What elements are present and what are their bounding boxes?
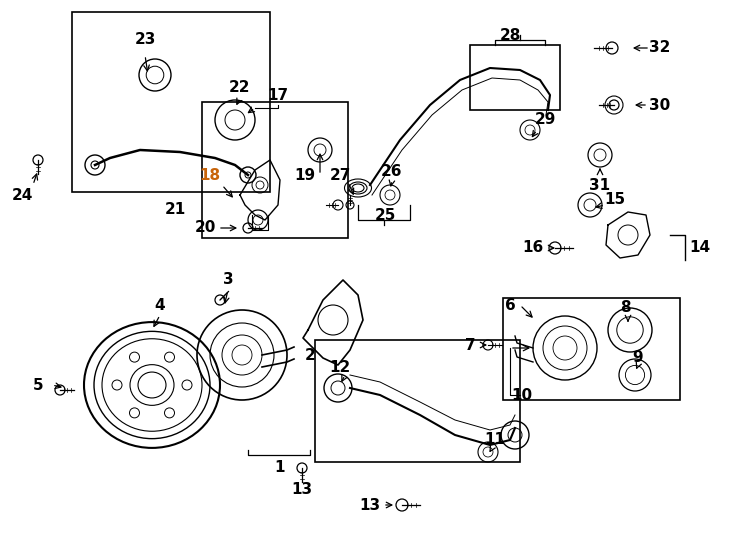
Text: 18: 18 [200,167,220,183]
Text: 21: 21 [164,202,186,218]
Polygon shape [240,160,280,220]
Text: 15: 15 [604,192,625,207]
Text: 11: 11 [484,433,506,448]
Text: 16: 16 [523,240,544,255]
Text: 3: 3 [222,273,233,287]
Text: 28: 28 [499,28,520,43]
Bar [202,102,348,238]
Text: 25: 25 [374,207,396,222]
Text: 13: 13 [360,497,380,512]
Text: 24: 24 [11,187,33,202]
Text: 31: 31 [589,178,611,192]
Text: 20: 20 [195,220,216,235]
Text: 17: 17 [267,87,288,103]
Bar [503,298,680,400]
Text: 10: 10 [512,388,533,402]
Bar [470,45,560,110]
Text: 22: 22 [229,80,251,96]
Text: 29: 29 [534,112,556,127]
Text: 32: 32 [650,40,671,56]
Text: 23: 23 [134,32,156,48]
Text: 14: 14 [689,240,711,255]
Text: 8: 8 [619,300,631,315]
Text: 30: 30 [650,98,671,112]
Text: 6: 6 [505,298,515,313]
Text: 27: 27 [330,167,351,183]
Text: 7: 7 [465,338,476,353]
Text: 1: 1 [275,461,286,476]
Text: 5: 5 [33,377,43,393]
Text: 19: 19 [294,167,316,183]
Polygon shape [606,212,650,258]
Text: 4: 4 [155,298,165,313]
Text: 26: 26 [381,165,403,179]
Text: 12: 12 [330,361,351,375]
Text: 2: 2 [305,348,316,362]
Bar [315,340,520,462]
Text: 13: 13 [291,483,313,497]
Text: 9: 9 [633,350,643,366]
Bar [72,12,270,192]
